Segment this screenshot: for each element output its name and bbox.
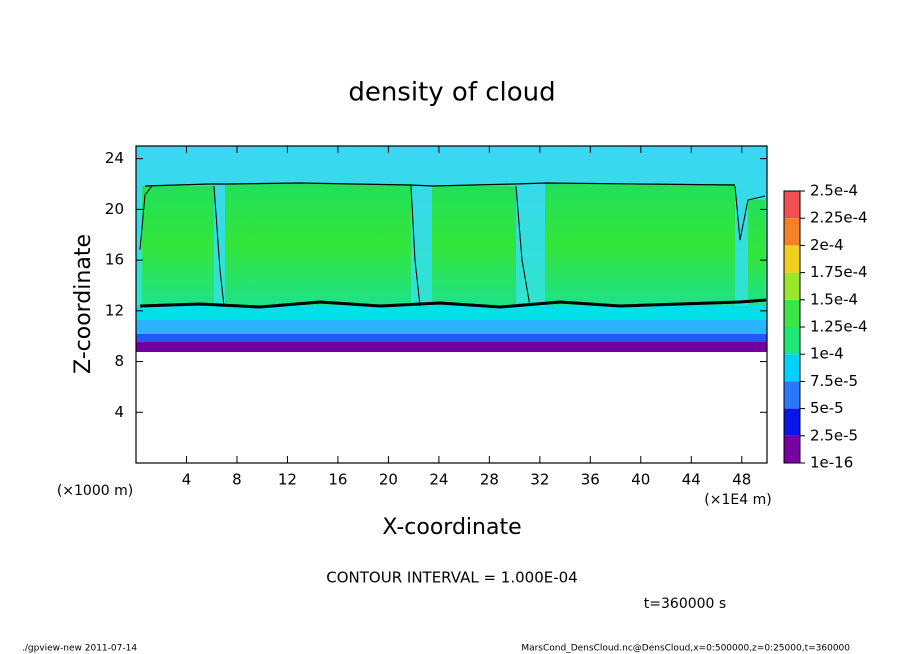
colorbar-box <box>784 354 800 382</box>
colorbar-box <box>784 299 800 327</box>
x-tick-label: 28 <box>480 471 499 489</box>
time-label: t=360000 s <box>644 596 726 612</box>
footer-left: ./gpview-new 2011-07-14 <box>22 644 137 654</box>
y-tick-label: 12 <box>105 301 124 319</box>
x-tick-label: 44 <box>682 471 701 489</box>
colorbar-label: 1.75e-4 <box>810 263 868 281</box>
colorbar-label: 2.5e-4 <box>810 182 858 200</box>
colorbar-box <box>784 408 800 436</box>
field <box>136 146 767 352</box>
contour-interval: CONTOUR INTERVAL = 1.000E-04 <box>326 569 577 587</box>
x-tick-label: 32 <box>530 471 549 489</box>
x-tick-label: 36 <box>581 471 600 489</box>
colorbar-box <box>784 435 800 463</box>
x-tick-label: 20 <box>379 471 398 489</box>
colorbar-label: 2.5e-5 <box>810 426 858 444</box>
colorbar-box <box>784 191 800 219</box>
x-tick-label: 16 <box>328 471 347 489</box>
y-axis-label: Z-coordinate <box>71 234 96 374</box>
colorbar-label: 1.25e-4 <box>810 318 868 336</box>
colorbar-box <box>784 272 800 300</box>
colorbar-box <box>784 245 800 273</box>
colorbar-box <box>784 381 800 409</box>
colorbar-label: 1.5e-4 <box>810 290 858 308</box>
x-tick-label: 48 <box>732 471 751 489</box>
plot-frame <box>135 145 768 464</box>
colorbar-label: 1e-4 <box>810 345 844 363</box>
colorbar-label: 7.5e-5 <box>810 372 858 390</box>
x-tick-label: 12 <box>278 471 297 489</box>
y-tick-label: 8 <box>114 352 124 370</box>
colorbar-box <box>784 327 800 355</box>
x-tick-label: 4 <box>182 471 192 489</box>
colorbar-label: 2e-4 <box>810 236 844 254</box>
y-tick-label: 20 <box>105 200 124 218</box>
y-tick-label: 16 <box>105 251 124 269</box>
x-tick-label: 8 <box>232 471 242 489</box>
colorbar-label: 2.25e-4 <box>810 209 868 227</box>
footer-right: MarsCond_DensCloud.nc@DensCloud,x=0:5000… <box>521 644 850 654</box>
y-tick-label: 24 <box>105 149 124 167</box>
x-tick-label: 40 <box>631 471 650 489</box>
x-unit-right: (×1E4 m) <box>704 492 771 508</box>
x-axis-label: X-coordinate <box>382 515 521 540</box>
colorbar-box <box>784 218 800 246</box>
colorbar-label: 1e-16 <box>810 454 853 472</box>
x-unit-left: (×1000 m) <box>57 483 133 499</box>
x-tick-label: 24 <box>429 471 448 489</box>
chart-title: density of cloud <box>348 78 555 108</box>
y-tick-label: 4 <box>114 403 124 421</box>
colorbar-label: 5e-5 <box>810 399 844 417</box>
